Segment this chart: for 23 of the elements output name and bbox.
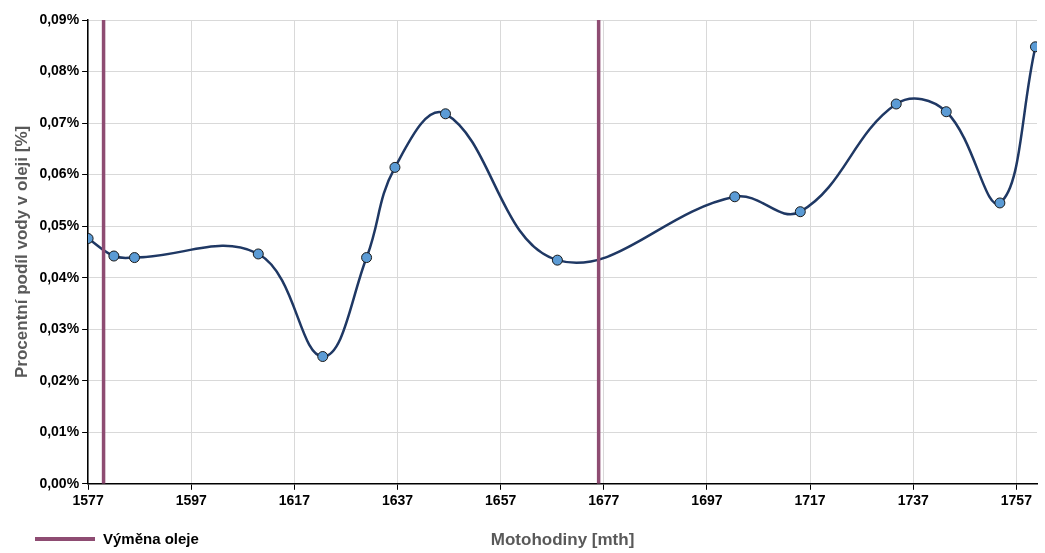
x-tick-label: 1697 bbox=[691, 492, 723, 509]
y-tick-label: 0,05% bbox=[39, 216, 80, 233]
x-tick-label: 1757 bbox=[1000, 492, 1033, 509]
x-tick-label: 1677 bbox=[588, 492, 620, 509]
y-tick-label: 0,03% bbox=[39, 320, 80, 337]
y-tick-label: 0,02% bbox=[39, 371, 80, 388]
x-axis-title: Motohodiny [mth] bbox=[490, 530, 635, 550]
y-axis-title: Procentní podíl vody v oleji [%] bbox=[11, 125, 31, 378]
x-tick-label: 1597 bbox=[175, 492, 208, 509]
x-tick-label: 1617 bbox=[278, 492, 311, 509]
y-tick-label: 0,07% bbox=[39, 113, 80, 130]
x-tick-label: 1637 bbox=[381, 492, 414, 509]
x-tick-label: 1737 bbox=[897, 492, 930, 509]
legend-label: Výměna oleje bbox=[103, 530, 199, 547]
x-tick-label: 1657 bbox=[485, 492, 517, 509]
x-tick-label: 1717 bbox=[794, 492, 826, 509]
y-tick-label: 0,04% bbox=[39, 268, 80, 285]
y-tick-label: 0,00% bbox=[39, 474, 80, 491]
x-tick-label: 1577 bbox=[72, 492, 104, 509]
y-tick-label: 0,08% bbox=[39, 62, 80, 79]
y-tick-label: 0,06% bbox=[39, 165, 80, 182]
y-tick-label: 0,09% bbox=[39, 10, 80, 27]
y-tick-label: 0,01% bbox=[39, 423, 80, 440]
